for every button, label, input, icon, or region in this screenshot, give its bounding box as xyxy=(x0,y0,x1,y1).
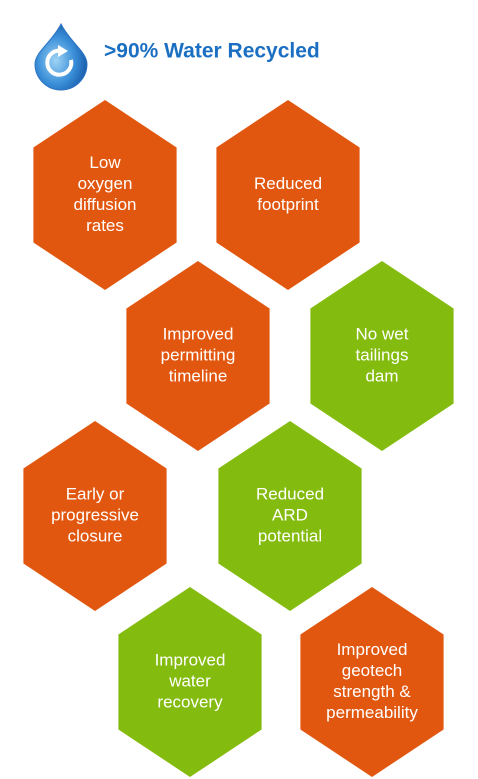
hexagon-label: Reduced xyxy=(254,174,322,193)
hexagon-label: oxygen xyxy=(78,174,133,193)
hexagon-label: water xyxy=(168,671,211,690)
hexagon-label: Improved xyxy=(155,650,226,669)
hexagon xyxy=(33,100,177,290)
water-drop-icon xyxy=(34,22,88,91)
hexagon-label: footprint xyxy=(257,195,319,214)
hexagon-label: potential xyxy=(258,526,322,545)
hexagon xyxy=(23,421,167,611)
hexagon xyxy=(300,587,444,777)
hexagon xyxy=(310,261,454,451)
hexagon-label: recovery xyxy=(157,692,223,711)
hexagon-label: closure xyxy=(68,526,123,545)
hexagon-label: ARD xyxy=(272,505,308,524)
hexagon-label: geotech xyxy=(342,661,403,680)
hexagon-group: Low oxygen diffusion rates Reduced footprint I… xyxy=(23,100,454,777)
hexagon-label: diffusion xyxy=(73,195,136,214)
hexagon-label: Low xyxy=(89,153,121,172)
hexagon-label: dam xyxy=(365,366,398,385)
title: >90% Water Recycled xyxy=(104,40,320,63)
hexagon xyxy=(118,587,262,777)
hexagon-label: rates xyxy=(86,216,124,235)
hexagon xyxy=(216,100,360,290)
hexagon-label: timeline xyxy=(169,366,228,385)
hexagon-label: Improved xyxy=(337,640,408,659)
hexagon xyxy=(126,261,270,451)
hexagon-label: strength & xyxy=(333,682,411,701)
hexagon-label: tailings xyxy=(356,345,409,364)
hexagon-label: progressive xyxy=(51,505,139,524)
hexagon-label: Early or xyxy=(66,484,125,503)
hexagon-label: permitting xyxy=(161,345,236,364)
hexagon-label: permeability xyxy=(326,703,418,722)
hexagon xyxy=(218,421,362,611)
hexagon-label: Improved xyxy=(163,324,234,343)
hexagon-label: Reduced xyxy=(256,484,324,503)
hexagon-label: No wet xyxy=(356,324,409,343)
